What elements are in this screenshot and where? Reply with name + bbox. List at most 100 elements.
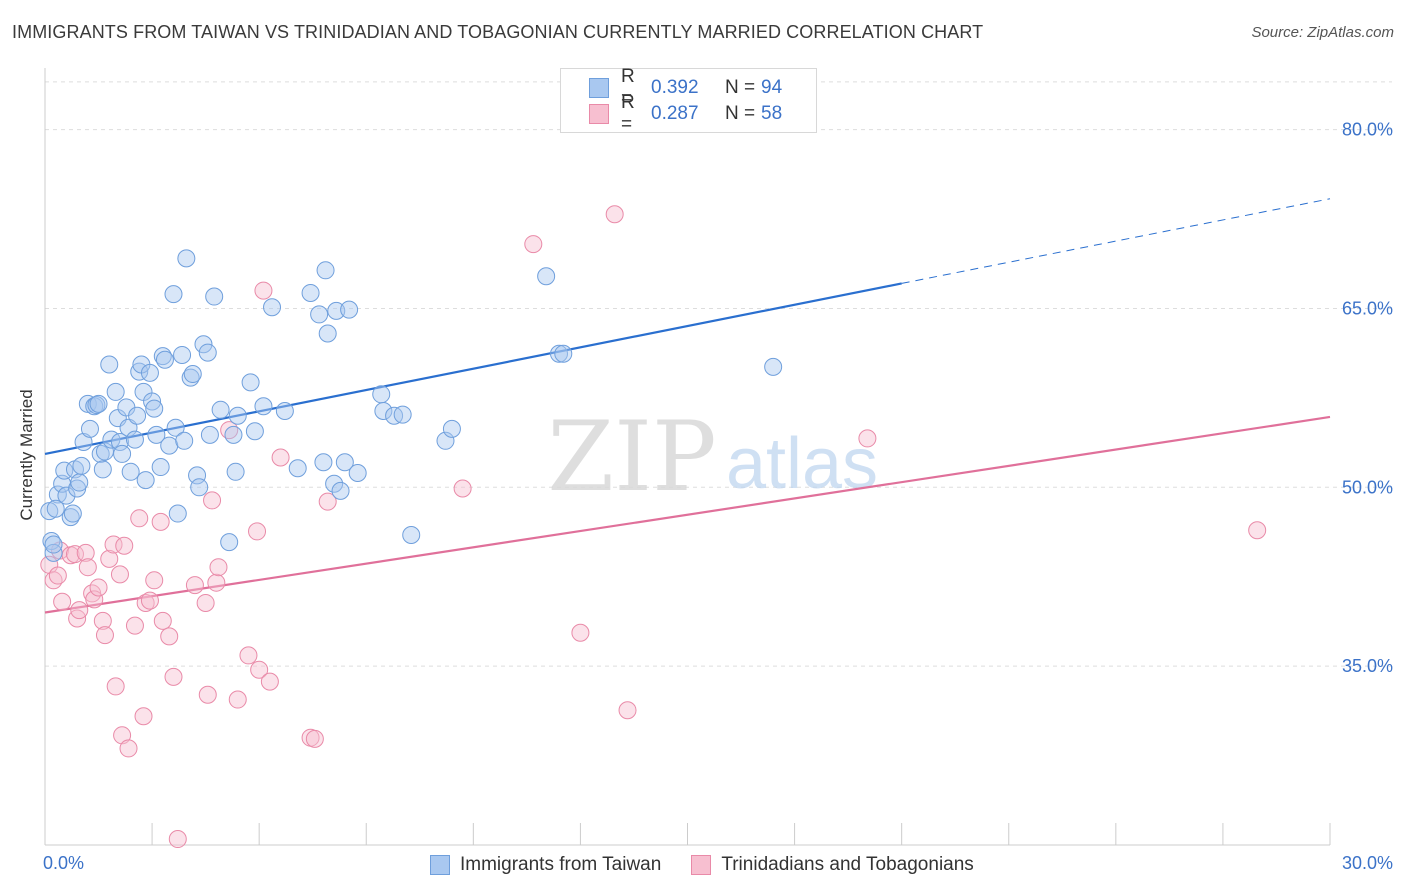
data-point-taiwan xyxy=(310,305,329,324)
data-point-trinidad xyxy=(89,578,108,597)
data-point-taiwan xyxy=(143,392,162,411)
data-point-trinidad xyxy=(260,672,279,691)
legend-item-taiwan[interactable]: Immigrants from Taiwan xyxy=(430,854,661,876)
data-point-taiwan xyxy=(301,283,320,302)
source-label: Source: ZipAtlas.com xyxy=(1251,24,1394,41)
n-label: N = xyxy=(725,77,756,98)
data-point-trinidad xyxy=(203,491,222,510)
stats-row-trinidad: R = 0.287 N = 58 xyxy=(589,92,783,135)
y-tick-label: 65.0% xyxy=(1342,298,1393,318)
data-point-trinidad xyxy=(106,677,125,696)
data-point-taiwan xyxy=(194,335,213,354)
data-point-trinidad xyxy=(125,616,144,635)
data-point-taiwan xyxy=(393,405,412,424)
data-point-trinidad xyxy=(113,726,132,745)
data-point-taiwan xyxy=(93,460,112,479)
data-point-trinidad xyxy=(100,549,119,568)
data-point-trinidad xyxy=(185,576,204,595)
trend-line-taiwan-extension xyxy=(901,198,1331,284)
data-point-taiwan xyxy=(70,473,89,492)
data-point-trinidad xyxy=(160,627,179,646)
data-point-trinidad xyxy=(168,830,187,849)
legend-label-taiwan: Immigrants from Taiwan xyxy=(460,854,662,875)
data-point-taiwan xyxy=(318,324,337,343)
data-point-trinidad xyxy=(151,512,170,531)
y-tick-label: 80.0% xyxy=(1342,120,1393,140)
stats-legend: R = 0.392 N = 94 R = 0.287 N = 58 xyxy=(560,66,817,135)
x-tick-label: 30.0% xyxy=(1342,853,1393,873)
data-point-trinidad xyxy=(248,522,267,541)
data-point-taiwan xyxy=(74,433,93,451)
data-point-taiwan xyxy=(335,453,354,472)
data-point-trinidad xyxy=(95,626,114,645)
data-point-taiwan xyxy=(89,394,108,413)
data-point-taiwan xyxy=(63,504,82,523)
data-point-taiwan xyxy=(173,345,192,364)
gridlines xyxy=(45,81,1392,667)
data-point-trinidad xyxy=(239,646,258,665)
data-point-trinidad xyxy=(140,591,159,610)
data-point-taiwan xyxy=(554,344,573,363)
watermark-atlas: atlas xyxy=(726,424,878,504)
data-point-trinidad xyxy=(305,729,324,748)
data-point-trinidad xyxy=(145,571,164,590)
data-point-taiwan xyxy=(136,471,155,490)
data-point-taiwan xyxy=(288,459,307,478)
data-point-taiwan xyxy=(254,397,273,416)
data-point-taiwan xyxy=(164,285,183,304)
data-point-taiwan xyxy=(241,373,260,392)
data-point-taiwan xyxy=(211,400,230,419)
data-point-trinidad xyxy=(53,592,72,611)
data-point-trinidad xyxy=(78,558,97,577)
data-point-taiwan xyxy=(80,419,99,438)
r-label: R = xyxy=(621,66,635,109)
data-point-trinidad xyxy=(228,690,247,709)
data-point-trinidad xyxy=(130,509,149,528)
data-point-taiwan xyxy=(314,453,333,472)
y-tick-label: 50.0% xyxy=(1342,477,1393,497)
data-point-taiwan xyxy=(125,430,144,449)
n-value-taiwan: 94 xyxy=(761,77,783,98)
data-point-taiwan xyxy=(537,267,556,286)
watermark: ZIP atlas xyxy=(547,401,878,513)
data-point-trinidad xyxy=(164,667,183,686)
data-point-taiwan xyxy=(226,462,245,481)
legend-label-trinidad: Trinidadians and Tobagonians xyxy=(721,854,974,875)
trend-lines xyxy=(44,198,1331,614)
data-point-trinidad xyxy=(48,566,67,585)
data-point-taiwan xyxy=(128,406,147,425)
data-point-trinidad xyxy=(134,707,153,726)
data-point-taiwan xyxy=(175,431,194,450)
n-value-trinidad: 58 xyxy=(761,103,783,124)
data-point-taiwan xyxy=(160,436,179,455)
trend-line-taiwan xyxy=(44,282,902,456)
series-legend: Immigrants from Taiwan Trinidadians and … xyxy=(430,852,974,878)
data-point-taiwan xyxy=(550,344,568,363)
data-point-taiwan xyxy=(46,499,65,518)
data-point-taiwan xyxy=(275,402,294,420)
data-point-trinidad xyxy=(250,660,269,679)
data-point-taiwan xyxy=(442,419,461,438)
data-point-taiwan xyxy=(188,466,207,485)
data-point-trinidad xyxy=(93,611,112,630)
r-value-taiwan: 0.392 xyxy=(651,77,699,98)
legend-item-trinidad[interactable]: Trinidadians and Tobagonians xyxy=(691,854,974,876)
data-point-taiwan xyxy=(190,478,209,497)
data-point-trinidad xyxy=(271,448,290,467)
data-point-taiwan xyxy=(374,402,393,420)
data-point-taiwan xyxy=(220,533,239,552)
data-point-taiwan xyxy=(245,422,264,441)
data-point-trinidad xyxy=(110,565,129,584)
tick-labels: 35.0% 50.0% 65.0% 80.0% 0.0% 30.0% xyxy=(43,120,1393,873)
data-point-trinidad xyxy=(254,281,273,300)
r-label: R = xyxy=(621,92,635,135)
data-point-taiwan xyxy=(205,287,224,306)
data-point-taiwan xyxy=(106,382,125,401)
data-point-trinidad xyxy=(115,536,134,555)
x-tick-label: 0.0% xyxy=(43,853,84,873)
data-point-trinidad xyxy=(209,558,228,577)
y-axis-label: Currently Married xyxy=(17,389,36,520)
data-point-taiwan xyxy=(224,425,243,444)
stats-row-taiwan: R = 0.392 N = 94 xyxy=(589,66,783,109)
